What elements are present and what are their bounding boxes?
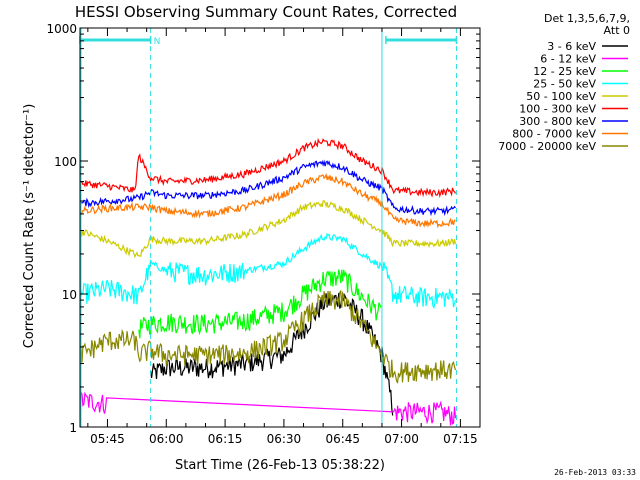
- legend-label-4: 50 - 100 keV: [526, 90, 596, 103]
- legend-header-1: Att 0: [604, 24, 630, 37]
- x-tick-label-4: 06:45: [325, 432, 360, 446]
- legend-label-5: 100 - 300 keV: [519, 103, 596, 116]
- x-tick-label-3: 06:30: [267, 432, 302, 446]
- legend-label-0: 3 - 6 keV: [547, 40, 596, 53]
- y-axis-label: Corrected Count Rate (s⁻¹ detector⁻¹): [22, 104, 37, 349]
- x-tick-label-6: 07:15: [443, 432, 478, 446]
- x-axis-label: Start Time (26-Feb-13 05:38:22): [175, 458, 385, 473]
- chart-title: HESSI Observing Summary Count Rates, Cor…: [75, 3, 457, 21]
- y-tick-label-1: 10: [62, 288, 77, 302]
- y-tick-label-2: 100: [54, 155, 77, 169]
- legend-label-1: 6 - 12 keV: [540, 53, 596, 66]
- series-line-0: [150, 292, 394, 416]
- x-tick-label-1: 06:00: [149, 432, 184, 446]
- series-line-2: [138, 269, 382, 339]
- series-line-4: [80, 200, 457, 259]
- night-flag-label: N: [154, 37, 161, 47]
- legend-header-0: Det 1,3,5,6,7,9,: [544, 12, 630, 25]
- legend-label-8: 7000 - 20000 keV: [498, 140, 596, 153]
- legend-label-3: 25 - 50 keV: [533, 78, 596, 91]
- legend-label-2: 12 - 25 keV: [533, 65, 596, 78]
- y-tick-label-3: 1000: [46, 22, 77, 36]
- legend-label-6: 300 - 800 keV: [519, 115, 596, 128]
- plot-frame: [79, 27, 481, 428]
- series-line-3: [80, 232, 457, 310]
- legend-label-7: 800 - 7000 keV: [512, 128, 596, 141]
- series-line-6: [80, 159, 456, 217]
- x-tick-label-0: 05:45: [90, 432, 125, 446]
- footer-date: 26-Feb-2013 03:33: [554, 468, 636, 477]
- series-line-8: [80, 290, 457, 384]
- x-tick-label-2: 06:15: [208, 432, 243, 446]
- series-line-5: [80, 137, 457, 198]
- y-tick-label-0: 1: [69, 421, 77, 435]
- series-line-7: [80, 172, 456, 229]
- x-tick-label-5: 07:00: [384, 432, 419, 446]
- series-line-1: [80, 389, 457, 426]
